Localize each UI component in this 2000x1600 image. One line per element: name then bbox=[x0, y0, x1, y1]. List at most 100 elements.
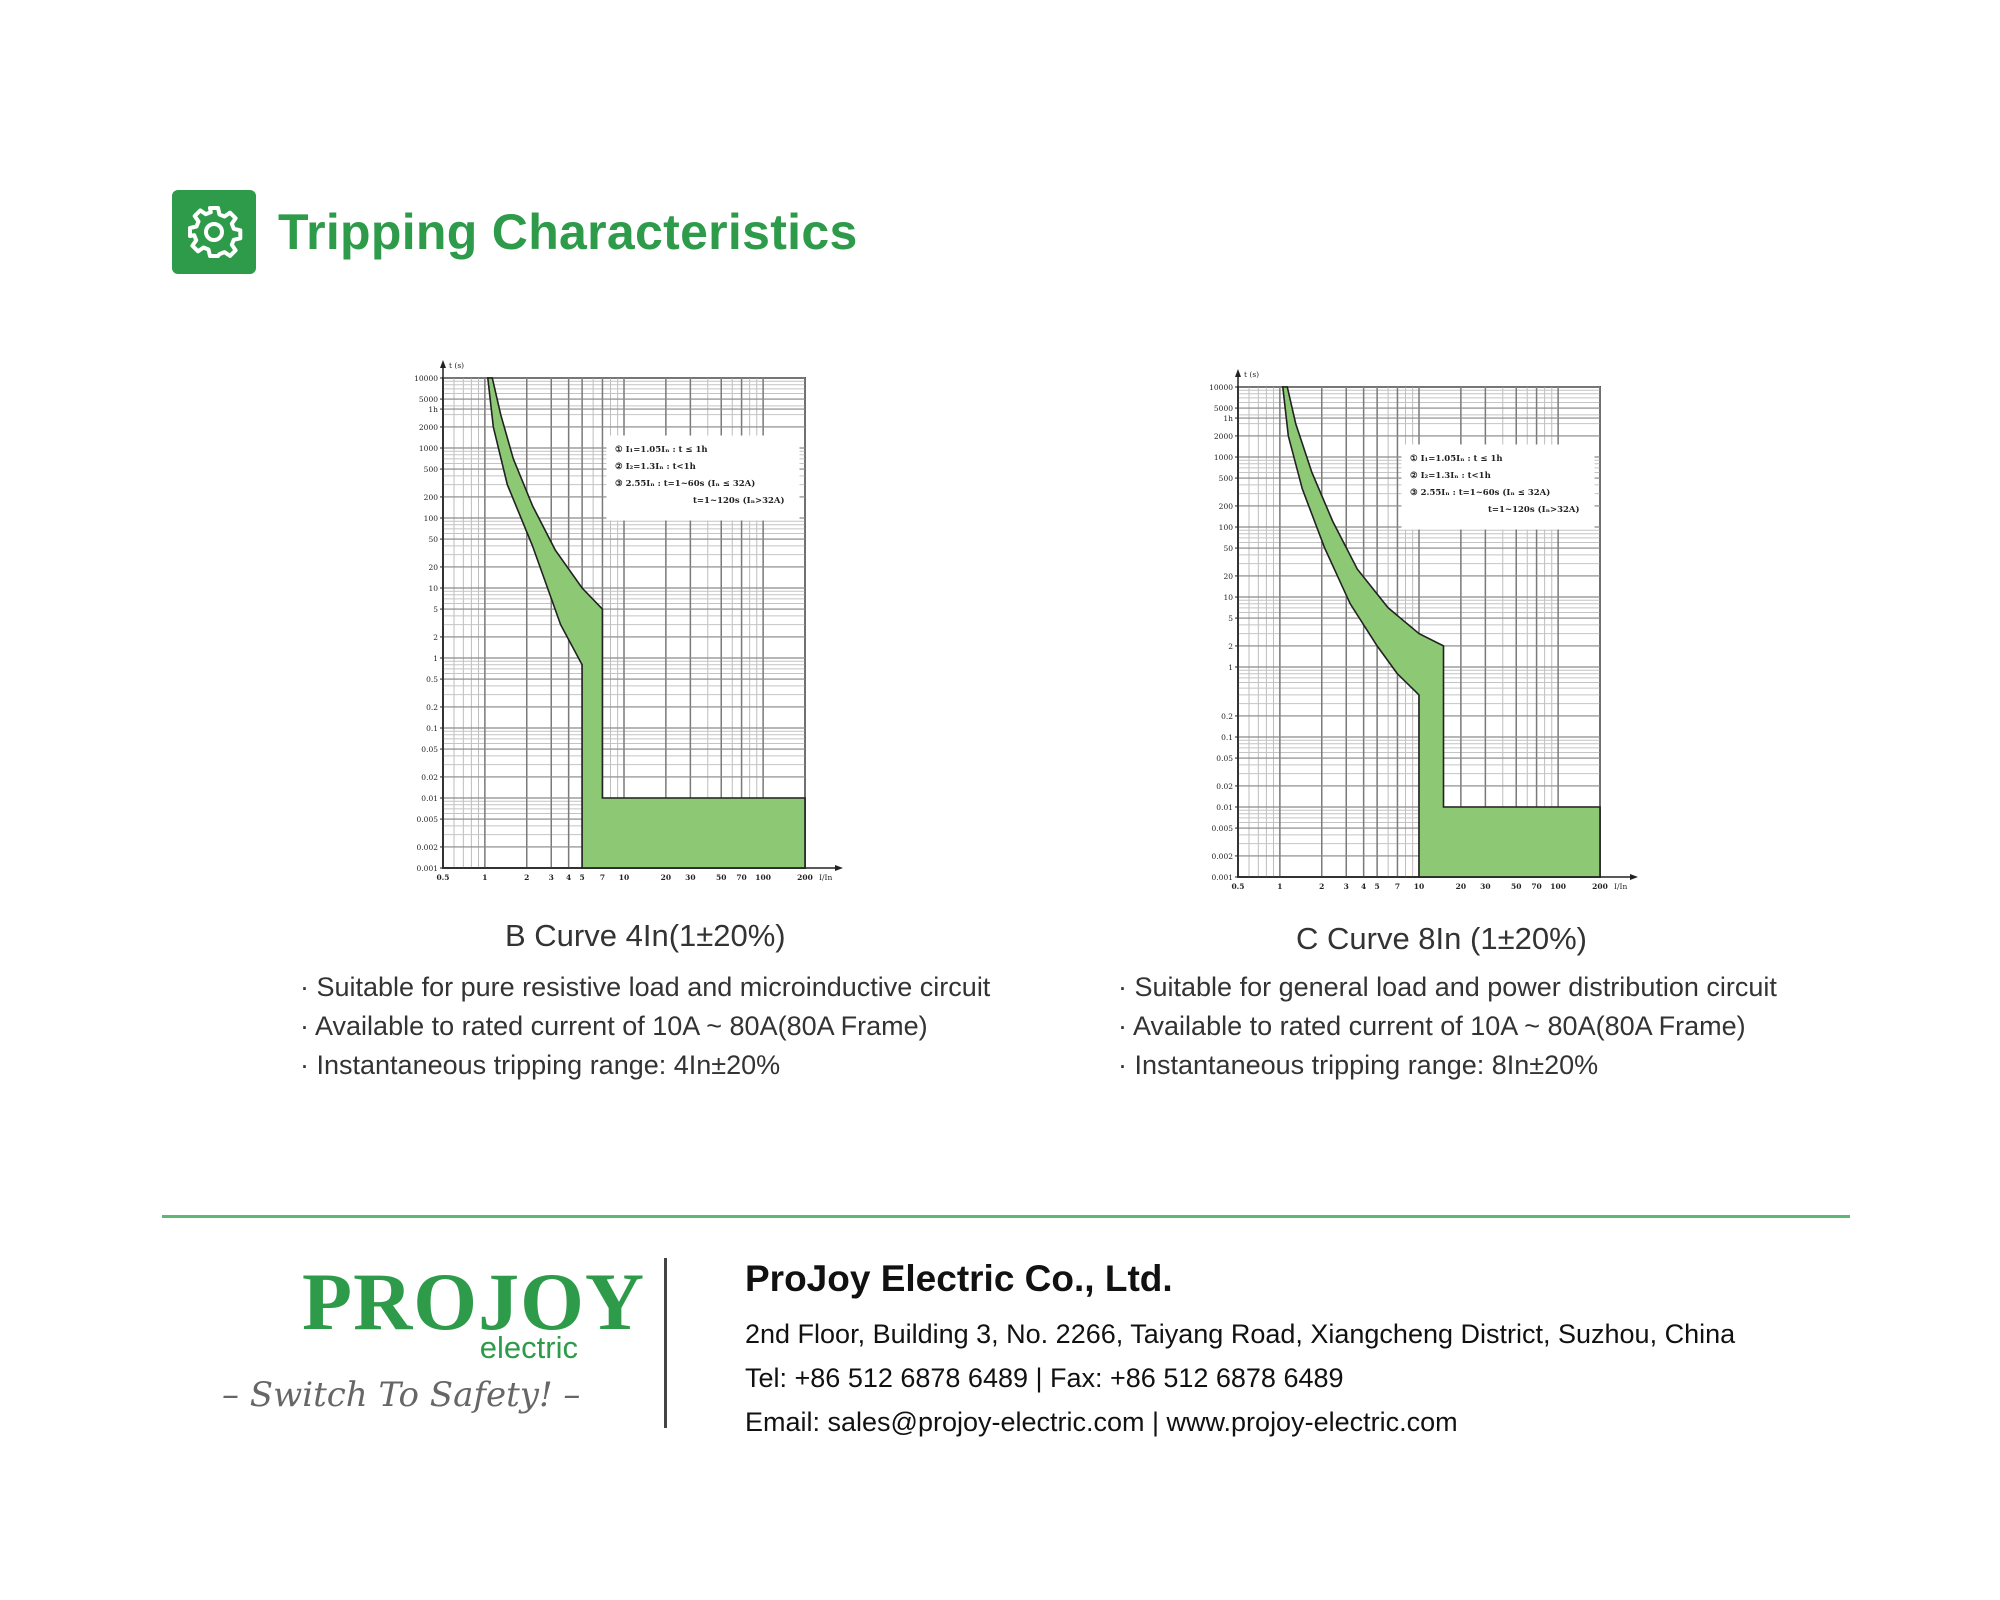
x-tick-label: 2 bbox=[524, 873, 529, 882]
y-tick-label: 1000 bbox=[419, 444, 438, 453]
y-tick-label: 0.01 bbox=[1216, 803, 1233, 812]
slogan: – Switch To Safety! – bbox=[222, 1375, 581, 1415]
x-axis-arrow bbox=[835, 865, 843, 871]
c-curve-bullets: Suitable for general load and power dist… bbox=[1118, 968, 1777, 1085]
y-tick-label: 5 bbox=[433, 605, 438, 614]
y-axis-arrow bbox=[1235, 369, 1241, 377]
y-tick-label: 50 bbox=[428, 535, 438, 544]
legend-entry: ② I₂=1.3Iₙ : t<1h bbox=[1410, 471, 1491, 481]
y-tick-label: 0.1 bbox=[426, 724, 438, 733]
y-tick-label: 0.05 bbox=[421, 745, 438, 754]
company-info: ProJoy Electric Co., Ltd. 2nd Floor, Bui… bbox=[745, 1258, 1735, 1444]
x-tick-label: 7 bbox=[600, 873, 605, 882]
y-tick-label: 1 bbox=[433, 654, 438, 663]
y-tick-label: 0.001 bbox=[1212, 873, 1233, 882]
b-curve-chart: 10000 5000 1h 2000 1000 500 200 100 50 20 10 5 2 1 0.5… bbox=[385, 356, 865, 906]
x-tick-label: 20 bbox=[661, 873, 671, 882]
y-tick-label: 0.2 bbox=[426, 703, 438, 712]
legend-box bbox=[606, 435, 800, 521]
x-tick-label: 0.5 bbox=[1231, 882, 1244, 891]
x-tick-label: 5 bbox=[580, 873, 585, 882]
company-name: ProJoy Electric Co., Ltd. bbox=[745, 1258, 1173, 1299]
legend-entry: ① I₁=1.05Iₙ : t ≤ 1h bbox=[1410, 454, 1503, 464]
x-tick-label: 50 bbox=[1511, 882, 1521, 891]
list-item: Instantaneous tripping range: 4In±20% bbox=[300, 1046, 990, 1085]
y-tick-label: 20 bbox=[1223, 572, 1233, 581]
y-tick-label: 2000 bbox=[419, 423, 438, 432]
y-tick-label: 10000 bbox=[1209, 383, 1233, 392]
c-curve-caption: C Curve 8In (1±20%) bbox=[1296, 921, 1587, 956]
x-axis-arrow bbox=[1630, 874, 1638, 880]
y-tick-label: 1 bbox=[1228, 663, 1233, 672]
x-axis-label: I/In bbox=[819, 873, 832, 882]
x-tick-label: 200 bbox=[797, 873, 813, 882]
y-tick-label: 2000 bbox=[1214, 432, 1233, 441]
y-tick-label: 500 bbox=[424, 465, 439, 474]
y-tick-label: 0.5 bbox=[426, 675, 438, 684]
y-axis-label: t (s) bbox=[1244, 370, 1259, 379]
x-tick-label: 1 bbox=[482, 873, 487, 882]
y-tick-label: 100 bbox=[1219, 523, 1234, 532]
legend-box bbox=[1401, 444, 1595, 530]
y-tick-label: 1h bbox=[1223, 414, 1233, 423]
y-tick-label: 1000 bbox=[1214, 453, 1233, 462]
y-tick-label: 0.1 bbox=[1221, 733, 1233, 742]
projoy-logo: PROJOY electric bbox=[302, 1256, 646, 1366]
y-tick-label: 10 bbox=[1223, 593, 1233, 602]
y-tick-label: 0.005 bbox=[417, 815, 439, 824]
vertical-divider bbox=[664, 1258, 667, 1428]
legend-entry: ③ 2.55Iₙ : t=1~60s (Iₙ ≤ 32A) bbox=[615, 478, 755, 489]
y-tick-label: 0.005 bbox=[1212, 824, 1234, 833]
y-tick-label: 0.02 bbox=[1216, 782, 1233, 791]
list-item: Available to rated current of 10A ~ 80A(… bbox=[1118, 1007, 1777, 1046]
gear-icon bbox=[172, 190, 256, 274]
y-tick-label: 0.02 bbox=[421, 773, 438, 782]
x-tick-label: 3 bbox=[1344, 882, 1349, 891]
page-title: Tripping Characteristics bbox=[278, 204, 858, 260]
x-tick-label: 50 bbox=[716, 873, 726, 882]
x-tick-label: 1 bbox=[1277, 882, 1282, 891]
y-tick-label: 0.002 bbox=[1212, 852, 1234, 861]
x-tick-label: 70 bbox=[736, 873, 746, 882]
x-tick-label: 30 bbox=[1480, 882, 1490, 891]
x-tick-label: 10 bbox=[619, 873, 629, 882]
list-item: Suitable for general load and power dist… bbox=[1118, 968, 1777, 1007]
y-tick-label: 200 bbox=[424, 493, 439, 502]
y-tick-label: 0.05 bbox=[1216, 754, 1233, 763]
y-tick-label: 0.2 bbox=[1221, 712, 1233, 721]
x-tick-label: 4 bbox=[1361, 882, 1366, 891]
x-axis-label: I/In bbox=[1614, 882, 1627, 891]
company-address: 2nd Floor, Building 3, No. 2266, Taiyang… bbox=[745, 1319, 1736, 1349]
y-tick-label: 500 bbox=[1219, 474, 1234, 483]
list-item: Available to rated current of 10A ~ 80A(… bbox=[300, 1007, 990, 1046]
y-tick-label: 100 bbox=[424, 514, 439, 523]
y-tick-label: 2 bbox=[433, 633, 438, 642]
b-curve-caption: B Curve 4In(1±20%) bbox=[505, 918, 786, 953]
legend-entry: t=1~120s (Iₙ>32A) bbox=[1488, 504, 1580, 515]
y-tick-label: 200 bbox=[1219, 502, 1234, 511]
y-tick-label: 0.01 bbox=[421, 794, 438, 803]
x-tick-label: 0.5 bbox=[436, 873, 449, 882]
y-tick-label: 0.002 bbox=[417, 843, 439, 852]
x-tick-label: 100 bbox=[755, 873, 771, 882]
company-web: Email: sales@projoy-electric.com | www.p… bbox=[745, 1407, 1458, 1437]
x-tick-label: 5 bbox=[1375, 882, 1380, 891]
y-axis-label: t (s) bbox=[449, 361, 464, 370]
list-item: Instantaneous tripping range: 8In±20% bbox=[1118, 1046, 1777, 1085]
y-axis-arrow bbox=[440, 360, 446, 368]
x-tick-label: 7 bbox=[1395, 882, 1400, 891]
footer-divider bbox=[162, 1215, 1850, 1218]
x-tick-label: 70 bbox=[1531, 882, 1541, 891]
x-tick-label: 10 bbox=[1414, 882, 1424, 891]
tripping-band bbox=[486, 377, 806, 869]
b-curve-bullets: Suitable for pure resistive load and mic… bbox=[300, 968, 990, 1085]
y-tick-label: 0.001 bbox=[417, 864, 438, 873]
company-phone: Tel: +86 512 6878 6489 | Fax: +86 512 68… bbox=[745, 1363, 1344, 1393]
legend-entry: ③ 2.55Iₙ : t=1~60s (Iₙ ≤ 32A) bbox=[1410, 487, 1550, 498]
y-tick-label: 5000 bbox=[419, 395, 438, 404]
y-tick-label: 5000 bbox=[1214, 404, 1233, 413]
y-tick-label: 20 bbox=[428, 563, 438, 572]
x-tick-label: 2 bbox=[1319, 882, 1324, 891]
section-header: Tripping Characteristics bbox=[172, 190, 858, 274]
x-tick-label: 30 bbox=[685, 873, 695, 882]
